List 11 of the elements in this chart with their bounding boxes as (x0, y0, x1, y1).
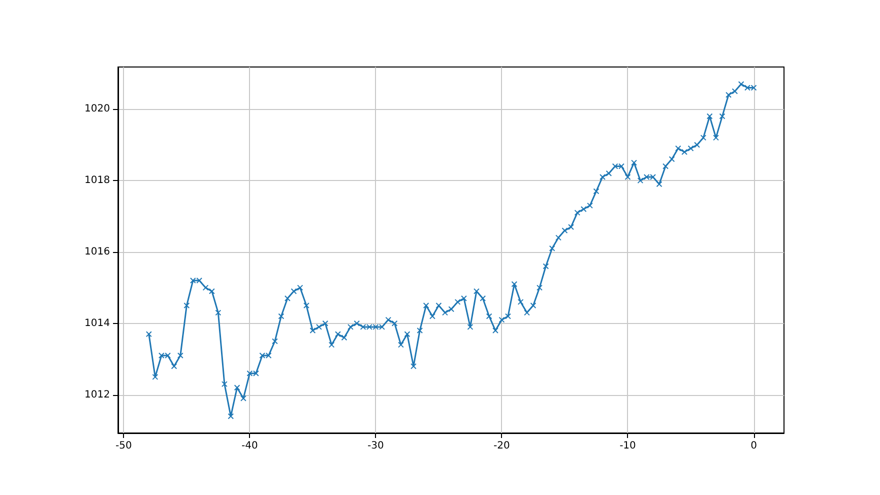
x-tick-label: -50 (116, 440, 132, 452)
x-tick-label: -20 (494, 440, 510, 452)
y-tick-label: 1018 (84, 175, 110, 186)
y-tick-label: 1014 (84, 318, 110, 329)
y-tick-label: 1020 (84, 104, 110, 115)
x-tick-label: -30 (368, 440, 384, 452)
y-tick-label: 1012 (84, 389, 110, 400)
x-tick-label: 0 (750, 440, 757, 452)
x-tick-label: -10 (620, 440, 636, 452)
y-tick-label: 1016 (84, 246, 110, 258)
x-tick-label: -40 (242, 440, 258, 452)
